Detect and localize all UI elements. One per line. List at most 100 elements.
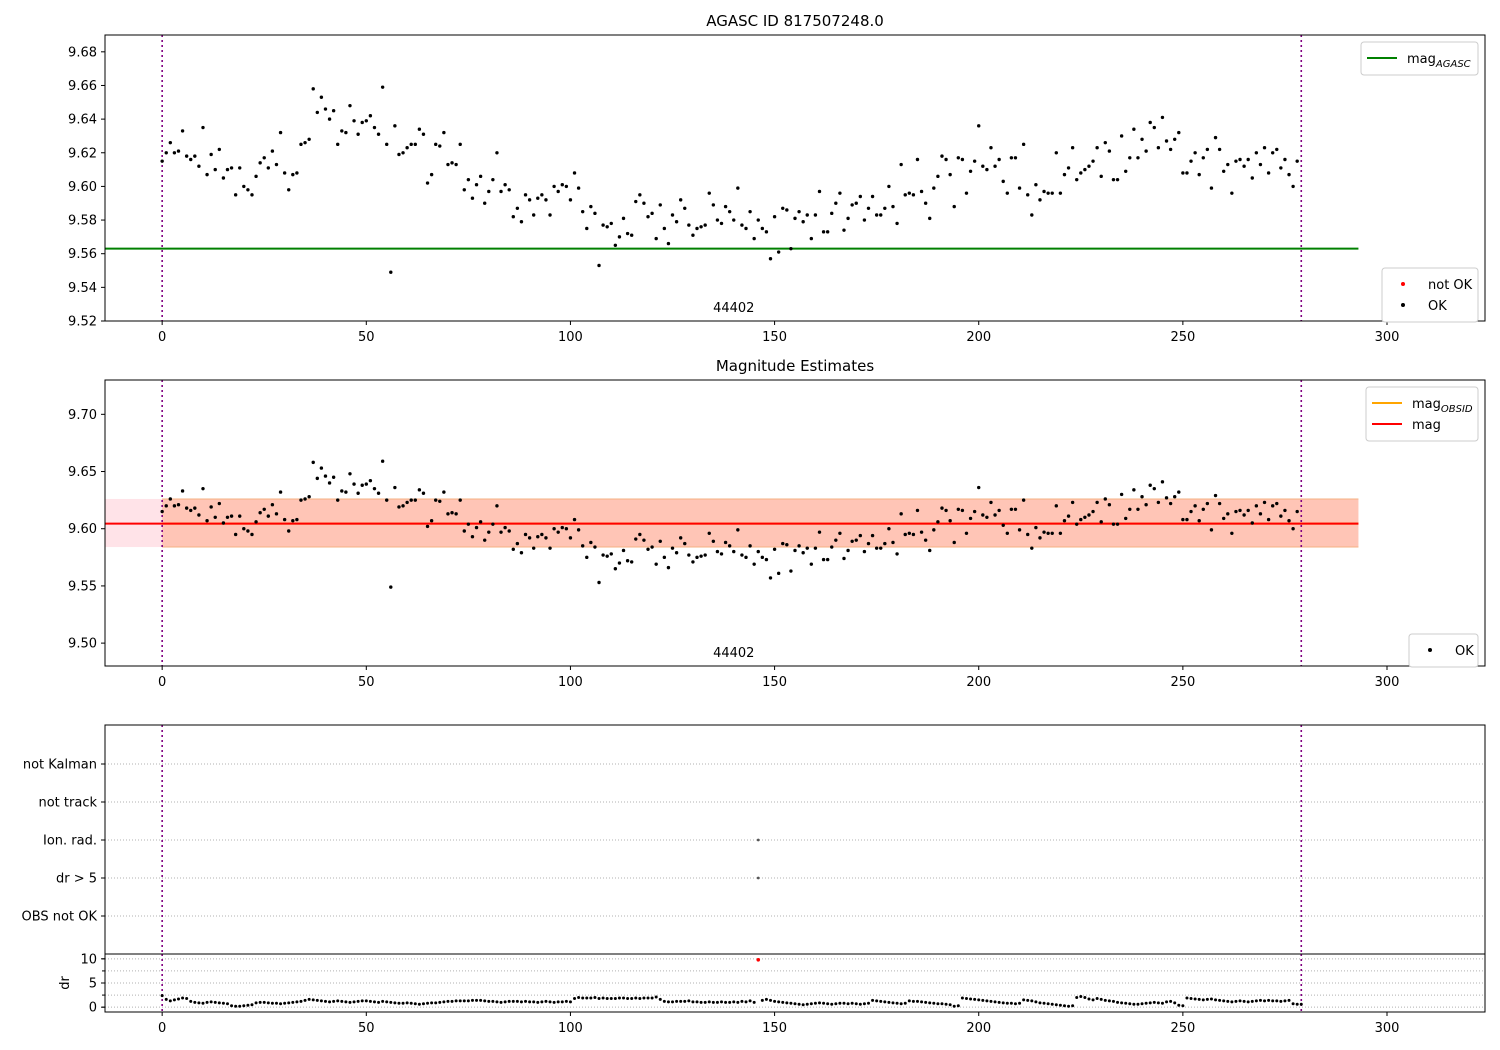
flag-category-label: not Kalman	[23, 758, 97, 773]
dr-point	[266, 1001, 270, 1005]
dr-point	[1038, 1001, 1042, 1005]
dr-point	[193, 1000, 197, 1004]
ok-point	[507, 529, 511, 533]
ok-point	[327, 481, 332, 485]
ok-point	[193, 506, 197, 510]
x-tick-label: 300	[1375, 330, 1400, 345]
ok-point	[217, 147, 222, 152]
ok-point	[246, 529, 250, 533]
ok-point	[850, 203, 854, 207]
dr-point	[1234, 999, 1238, 1003]
legend-label-main: not OK	[1428, 278, 1473, 293]
ok-point	[948, 519, 952, 523]
legend-label: magOBSID	[1412, 397, 1473, 415]
ok-point	[1017, 528, 1022, 532]
ok-point	[1136, 156, 1140, 160]
dr-point	[197, 1001, 201, 1005]
ok-point	[352, 482, 356, 486]
ok-point	[258, 511, 262, 515]
ok-point	[491, 177, 495, 182]
dr-point	[589, 996, 593, 1000]
dr-point	[332, 999, 336, 1003]
ok-point	[540, 532, 544, 537]
ok-point	[213, 515, 217, 519]
ok-point	[670, 546, 675, 550]
legend-label: magAGASC	[1407, 52, 1471, 70]
ok-point	[1111, 177, 1116, 182]
ok-point	[213, 167, 217, 172]
ok-point	[691, 560, 695, 564]
ok-point	[1226, 162, 1230, 167]
dr-point	[634, 996, 638, 1000]
ok-point	[752, 562, 756, 566]
dr-point	[871, 998, 875, 1002]
dr-point	[479, 998, 483, 1002]
ok-point	[662, 555, 667, 560]
ok-point	[1087, 164, 1091, 168]
ok-point	[1287, 519, 1291, 523]
ok-point	[1258, 512, 1263, 516]
ok-point	[425, 181, 430, 185]
ok-point	[613, 243, 618, 247]
ok-point	[948, 172, 952, 177]
ok-point	[1062, 519, 1067, 523]
ok-point	[438, 144, 442, 148]
ok-point	[348, 103, 352, 108]
ok-point	[409, 142, 413, 147]
ok-point	[209, 152, 213, 157]
dr-point	[1132, 1002, 1136, 1006]
dr-point	[797, 1002, 801, 1006]
dr-point	[715, 1000, 719, 1004]
ok-point	[515, 541, 520, 546]
ok-point	[1095, 500, 1099, 505]
dr-point	[944, 1002, 948, 1006]
ok-point	[1148, 483, 1152, 487]
ok-point	[1254, 151, 1259, 155]
dr-point	[307, 997, 311, 1001]
dr-point	[564, 999, 568, 1003]
dr-point	[826, 1002, 830, 1006]
ok-point	[968, 169, 973, 173]
legend-swatch	[1401, 303, 1405, 307]
ok-point	[1140, 137, 1144, 142]
ok-point	[605, 225, 609, 229]
ok-point	[1258, 162, 1263, 167]
ok-point	[450, 161, 454, 165]
ok-point	[891, 540, 895, 545]
dr-point	[348, 1000, 352, 1004]
ok-point	[977, 124, 981, 128]
dr-point	[470, 998, 474, 1002]
ok-point	[189, 157, 193, 162]
ok-point	[1070, 146, 1075, 150]
dr-point	[340, 999, 344, 1003]
y-tick-label: 9.60	[68, 180, 97, 195]
ok-point	[344, 130, 348, 135]
ok-point	[160, 159, 164, 163]
ok-point	[825, 230, 830, 234]
ok-point	[830, 211, 834, 216]
ok-point	[887, 527, 891, 531]
dr-point	[552, 1000, 556, 1004]
ok-point	[1164, 139, 1169, 143]
dr-point	[1209, 997, 1213, 1001]
dr-point	[993, 1000, 997, 1004]
ok-point	[364, 482, 369, 486]
ok-point	[703, 553, 707, 557]
ok-point	[1091, 159, 1095, 163]
axes-frame	[104, 34, 1486, 322]
x-tick-label: 150	[762, 330, 787, 345]
ok-point	[397, 505, 401, 509]
dr-point	[834, 1002, 838, 1006]
legend-box	[1381, 267, 1479, 323]
dr-point	[838, 1001, 842, 1005]
ok-point	[1128, 507, 1132, 511]
dr-point	[499, 1000, 503, 1004]
ok-point	[372, 486, 377, 491]
ok-point	[315, 476, 320, 481]
ok-point	[462, 188, 466, 192]
dr-point	[785, 1001, 789, 1005]
ok-point	[919, 530, 924, 534]
x-tick-label: 0	[158, 675, 166, 690]
ok-point	[442, 130, 446, 135]
